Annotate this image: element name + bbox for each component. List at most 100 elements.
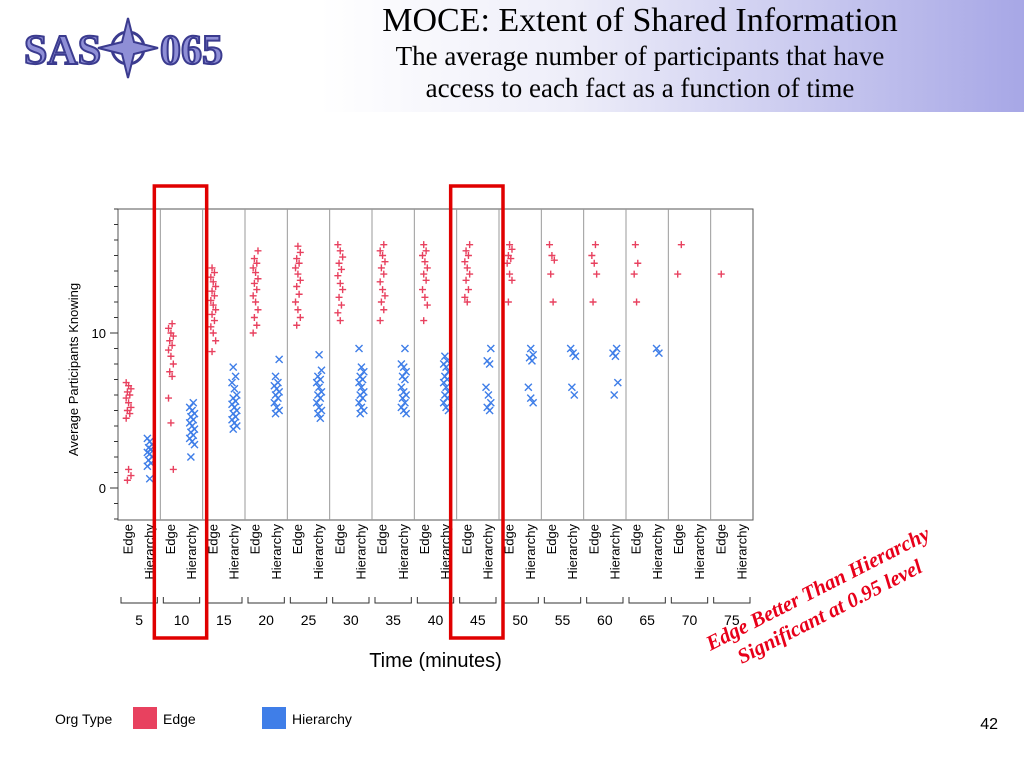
legend-swatch-hierarchy — [262, 707, 286, 729]
hierarchy-point — [231, 372, 240, 381]
edge-point — [462, 276, 470, 284]
time-tick-label: 55 — [555, 612, 571, 628]
time-tick-label: 20 — [258, 612, 274, 628]
hierarchy-point — [402, 409, 411, 418]
hierarchy-point — [143, 462, 152, 471]
time-tick-label: 40 — [428, 612, 444, 628]
time-group-bracket — [416, 597, 455, 604]
org-type-label: Edge — [586, 524, 601, 554]
time-group-bracket — [247, 597, 285, 604]
edge-point — [423, 301, 431, 309]
edge-point — [421, 258, 429, 266]
edge-point — [546, 241, 554, 249]
edge-point — [588, 252, 596, 259]
hierarchy-point — [271, 372, 280, 381]
edge-point — [253, 259, 261, 267]
edge-point — [165, 346, 173, 354]
y-tick-label: 0 — [99, 481, 106, 496]
hierarchy-point — [400, 344, 409, 353]
edge-point — [249, 292, 257, 300]
edge-point — [463, 298, 471, 306]
edge-point — [466, 270, 474, 278]
edge-point — [167, 419, 175, 427]
edge-point — [293, 283, 301, 290]
sas-065-logo: SAS 065 — [23, 17, 224, 79]
hierarchy-point — [270, 398, 279, 407]
edge-point — [503, 259, 511, 267]
org-type-label: Hierarchy — [523, 524, 538, 580]
plot-frame — [117, 208, 754, 521]
edge-point — [506, 241, 514, 249]
edge-point — [674, 270, 682, 278]
edge-point — [379, 252, 387, 259]
slide-title-block: MOCE: Extent of Shared Information The a… — [300, 2, 980, 104]
legend-label-hierarchy: Hierarchy — [292, 711, 352, 727]
hierarchy-point — [186, 453, 195, 461]
edge-point — [125, 399, 133, 407]
edge-point — [337, 301, 345, 309]
org-type-label: Hierarchy — [480, 524, 495, 580]
edge-point — [380, 241, 388, 249]
edge-point — [421, 293, 429, 301]
hierarchy-point — [400, 398, 409, 407]
edge-point — [295, 290, 303, 298]
hierarchy-point — [355, 344, 364, 353]
time-group-bracket — [501, 597, 539, 604]
edge-point — [336, 247, 344, 255]
hierarchy-point — [312, 378, 321, 387]
time-group-bracket — [120, 597, 158, 604]
org-type-label: Hierarchy — [353, 524, 368, 580]
edge-point — [334, 309, 342, 317]
edge-point — [253, 321, 261, 329]
time-group-bracket — [289, 597, 328, 604]
svg-text:065: 065 — [160, 28, 223, 74]
edge-point — [166, 337, 174, 345]
org-type-label: Edge — [205, 524, 220, 554]
org-type-label: Edge — [332, 524, 347, 554]
org-type-label: Hierarchy — [184, 524, 199, 580]
time-tick-label: 30 — [343, 612, 359, 628]
hierarchy-point — [652, 344, 661, 353]
hierarchy-point — [271, 409, 280, 418]
compass-star-icon — [97, 17, 159, 79]
edge-point — [250, 314, 258, 321]
edge-point — [419, 252, 427, 259]
edge-point — [507, 255, 515, 263]
time-group-bracket — [332, 597, 370, 604]
edge-point — [422, 247, 430, 255]
edge-point — [127, 472, 135, 480]
edge-point — [504, 298, 512, 306]
edge-point — [295, 259, 303, 267]
edge-point — [376, 247, 384, 255]
slide-title: MOCE: Extent of Shared Information — [382, 2, 898, 39]
edge-point — [210, 292, 218, 300]
hierarchy-point — [402, 367, 411, 376]
edge-point — [169, 465, 177, 473]
edge-point — [165, 324, 173, 332]
hierarchy-point — [439, 398, 448, 407]
edge-point — [548, 252, 556, 259]
edge-point — [508, 276, 516, 284]
edge-point — [464, 286, 472, 294]
edge-point — [209, 301, 217, 309]
edge-point — [169, 360, 177, 368]
edge-point — [630, 270, 638, 278]
hierarchy-point — [273, 394, 282, 403]
y-axis-label: Average Participants Knowing — [66, 283, 81, 456]
time-tick-label: 25 — [301, 612, 317, 628]
edge-point — [250, 255, 258, 263]
slide-subtitle-line-1: The average number of participants that … — [395, 41, 885, 71]
edge-point — [294, 270, 302, 278]
edge-point — [294, 306, 302, 314]
time-group-bracket — [543, 597, 582, 604]
edge-point — [209, 329, 217, 337]
edge-point — [210, 317, 218, 325]
time-tick-label: 45 — [470, 612, 486, 628]
time-tick-label: 15 — [216, 612, 232, 628]
hierarchy-point — [145, 474, 154, 483]
hierarchy-point — [275, 355, 284, 364]
edge-point — [294, 242, 302, 250]
edge-point — [335, 293, 343, 301]
edge-point — [254, 247, 262, 255]
edge-point — [210, 269, 218, 277]
